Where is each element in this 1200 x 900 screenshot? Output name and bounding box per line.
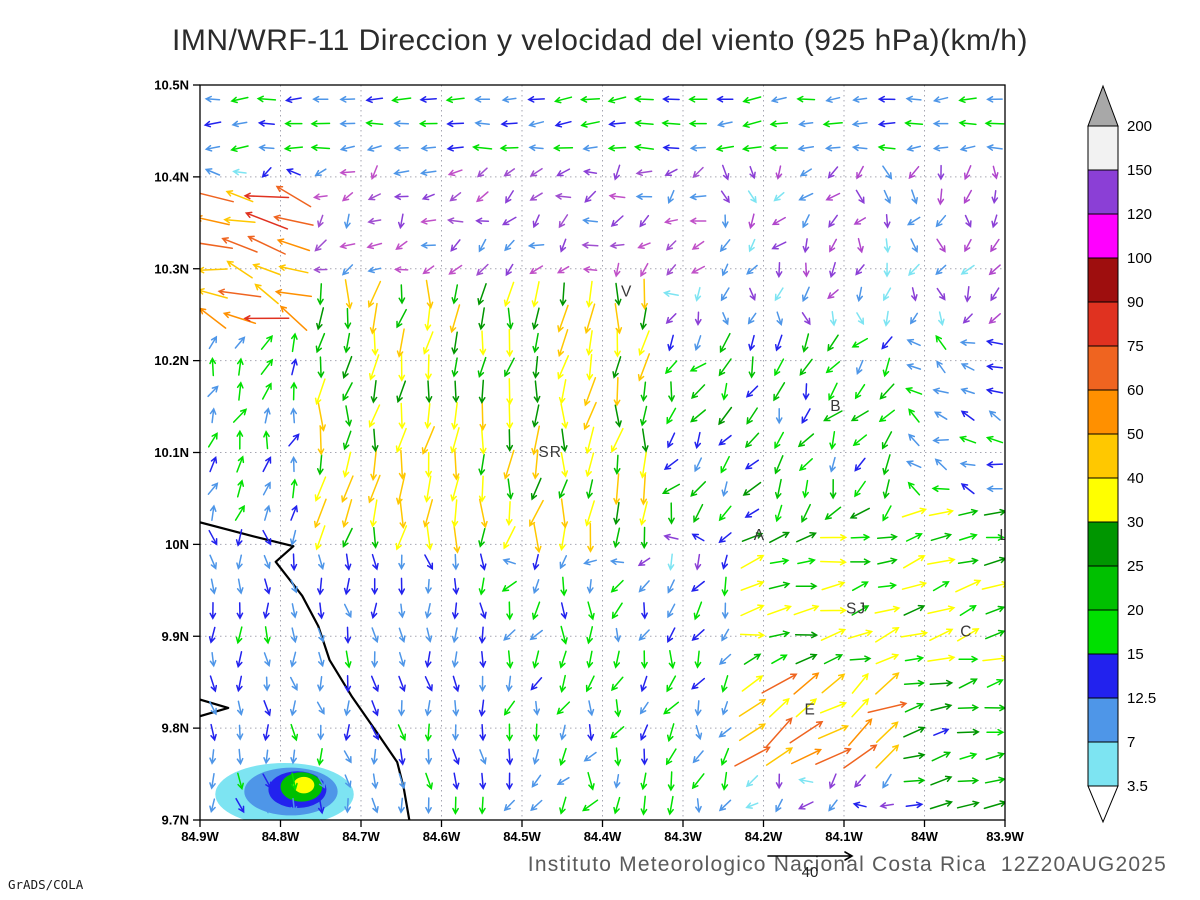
colorbar-labels: 3.5 7 12.5 15 20 25 30 40 50 60 75 90 100 120 150 200: [1127, 118, 1156, 795]
svg-text:150: 150: [1127, 162, 1152, 179]
svg-text:84.3W: 84.3W: [664, 829, 702, 844]
svg-text:84.9W: 84.9W: [181, 829, 219, 844]
svg-text:84W: 84W: [911, 829, 938, 844]
svg-text:SR: SR: [538, 444, 562, 461]
svg-text:84.7W: 84.7W: [342, 829, 380, 844]
svg-text:20: 20: [1127, 602, 1144, 619]
svg-text:84.4W: 84.4W: [584, 829, 622, 844]
grid-lines: [199, 84, 1006, 821]
svg-text:9.9N: 9.9N: [162, 629, 189, 644]
svg-text:B: B: [830, 398, 841, 415]
svg-text:A: A: [754, 527, 765, 544]
svg-text:10.3N: 10.3N: [154, 261, 189, 276]
coastline: [200, 521, 411, 820]
svg-text:60: 60: [1127, 382, 1144, 399]
svg-text:12.5: 12.5: [1127, 690, 1156, 707]
figure-title: IMN/WRF-11 Direccion y velocidad del vie…: [172, 24, 1028, 57]
svg-text:120: 120: [1127, 206, 1152, 223]
svg-text:V: V: [621, 283, 632, 300]
svg-text:15: 15: [1127, 646, 1144, 663]
svg-text:10.1N: 10.1N: [154, 445, 189, 460]
svg-text:C: C: [960, 623, 972, 640]
svg-text:84.2W: 84.2W: [745, 829, 783, 844]
svg-text:84.6W: 84.6W: [423, 829, 461, 844]
svg-text:30: 30: [1127, 514, 1144, 531]
svg-text:10.2N: 10.2N: [154, 353, 189, 368]
plot-border: [199, 84, 1006, 821]
svg-text:9.8N: 9.8N: [162, 721, 189, 736]
svg-text:25: 25: [1127, 558, 1144, 575]
svg-text:9.7N: 9.7N: [162, 813, 189, 828]
grads-cola-credit: GrADS/COLA: [8, 877, 84, 892]
svg-text:84.1W: 84.1W: [825, 829, 863, 844]
svg-text:90: 90: [1127, 294, 1144, 311]
axis-labels: 10.5N 10.4N 10.3N 10.2N 10.1N 10N 9.9N 9.8N 9.7N…: [154, 78, 1024, 845]
svg-text:83.9W: 83.9W: [986, 829, 1024, 844]
svg-text:10.4N: 10.4N: [154, 169, 189, 184]
footer-caption: Instituto Meteorologico Nacional Costa R…: [527, 853, 1167, 876]
svg-text:75: 75: [1127, 338, 1144, 355]
svg-text:84.5W: 84.5W: [503, 829, 541, 844]
svg-text:40: 40: [1127, 470, 1144, 487]
colorbar-legend: [1087, 84, 1119, 824]
wind-vectors: [200, 95, 1005, 816]
svg-text:10.5N: 10.5N: [154, 78, 189, 93]
svg-text:E: E: [805, 701, 816, 718]
svg-text:50: 50: [1127, 426, 1144, 443]
svg-text:7: 7: [1127, 734, 1135, 751]
shaded-contours: [215, 763, 354, 820]
svg-text:84.8W: 84.8W: [262, 829, 300, 844]
city-labels: V SR B A SJ C E L: [538, 283, 1009, 718]
svg-text:L: L: [999, 527, 1009, 544]
svg-text:SJ: SJ: [846, 600, 866, 617]
svg-text:100: 100: [1127, 250, 1152, 267]
svg-text:10N: 10N: [165, 537, 189, 552]
svg-text:200: 200: [1127, 118, 1152, 135]
svg-text:3.5: 3.5: [1127, 778, 1148, 795]
